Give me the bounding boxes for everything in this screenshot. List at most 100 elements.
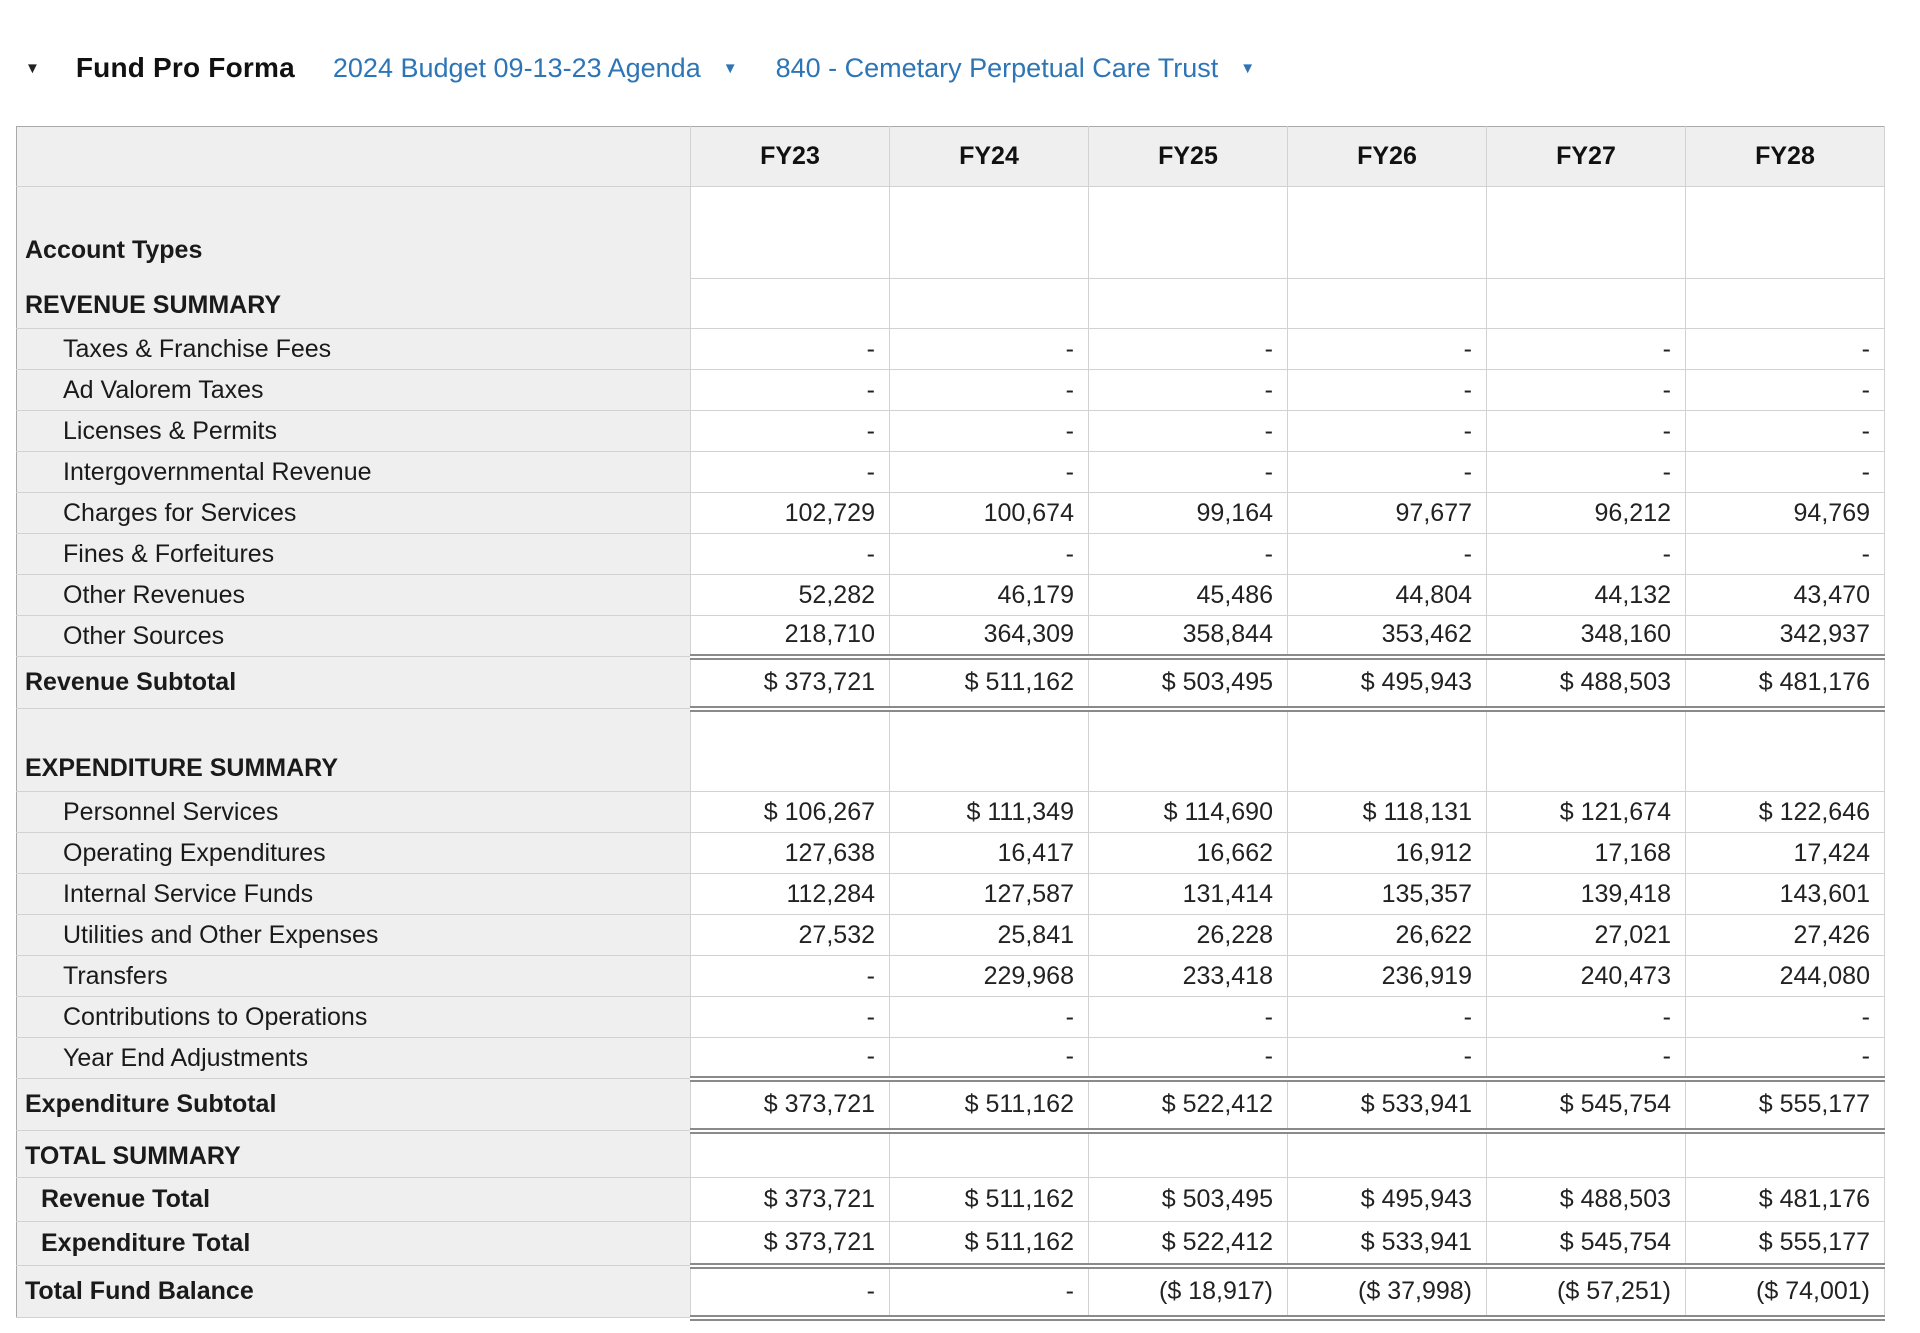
table-row: Expenditure Subtotal $ 373,721 $ 511,162 $ … — [16, 1075, 1885, 1134]
value-cell: $ 503,495 — [1088, 1177, 1288, 1222]
table-row: Licenses & Permits - - - - - - — [16, 410, 1885, 452]
value-cell: $ 511,162 — [889, 1221, 1089, 1266]
collapse-caret-icon[interactable]: ▼ — [25, 59, 40, 77]
value-cell: - — [1486, 410, 1686, 452]
value-cell: - — [1287, 996, 1487, 1038]
row-label: Fines & Forfeitures — [16, 533, 691, 575]
row-label: Expenditure Subtotal — [16, 1078, 691, 1131]
value-cell: 25,841 — [889, 914, 1089, 956]
row-label: Revenue Subtotal — [16, 656, 691, 709]
chevron-down-icon[interactable]: ▼ — [1240, 59, 1256, 77]
value-cell — [1088, 186, 1288, 279]
table-row: Taxes & Franchise Fees - - - - - - — [16, 328, 1885, 370]
value-cell: $ 511,162 — [889, 1075, 1089, 1134]
value-cell: - — [1287, 328, 1487, 370]
table-row: Internal Service Funds 112,284 127,587 131,… — [16, 873, 1885, 915]
value-cell: - — [889, 1262, 1089, 1321]
value-cell: - — [889, 369, 1089, 411]
value-cell: 97,677 — [1287, 492, 1487, 534]
value-cell — [690, 708, 890, 792]
value-cell: - — [1088, 1037, 1288, 1079]
value-cell — [1088, 1130, 1288, 1178]
table-row: Expenditure Total $ 373,721 $ 511,162 $ 522… — [16, 1221, 1885, 1266]
table-row: Transfers -229,968 233,418 236,919 240,473 24… — [16, 955, 1885, 997]
value-cell: - — [1486, 996, 1686, 1038]
value-cell — [889, 278, 1089, 329]
value-cell: - — [889, 410, 1089, 452]
table-row: Utilities and Other Expenses 27,532 25,841… — [16, 914, 1885, 956]
value-cell: - — [1685, 1037, 1885, 1079]
value-cell: $ 511,162 — [889, 653, 1089, 712]
value-cell: $ 511,162 — [889, 1177, 1089, 1222]
value-cell — [1287, 186, 1487, 279]
value-cell: - — [889, 451, 1089, 493]
year-column-header: FY28 — [1685, 126, 1885, 187]
value-cell: - — [1088, 996, 1288, 1038]
value-cell: $ 533,941 — [1287, 1075, 1487, 1134]
value-cell: - — [690, 1262, 890, 1321]
value-cell: - — [690, 410, 890, 452]
value-cell — [889, 708, 1089, 792]
value-cell: ($ 57,251) — [1486, 1262, 1686, 1321]
value-cell: 46,179 — [889, 574, 1089, 616]
value-cell: 16,662 — [1088, 832, 1288, 874]
row-label: Taxes & Franchise Fees — [16, 328, 691, 370]
value-cell: - — [1486, 328, 1686, 370]
value-cell: $ 545,754 — [1486, 1221, 1686, 1266]
table-row: Charges for Services 102,729 100,674 99,164… — [16, 492, 1885, 534]
value-cell — [690, 186, 890, 279]
value-cell: $ 481,176 — [1685, 1177, 1885, 1222]
value-cell: 17,424 — [1685, 832, 1885, 874]
value-cell — [690, 1130, 890, 1178]
row-label: Operating Expenditures — [16, 832, 691, 874]
value-cell: 358,844 — [1088, 615, 1288, 657]
value-cell: 244,080 — [1685, 955, 1885, 997]
value-cell: - — [1287, 1037, 1487, 1079]
value-cell — [1486, 708, 1686, 792]
row-label: Account Types — [16, 186, 691, 279]
fund-dropdown-label[interactable]: 840 - Cemetary Perpetual Care Trust — [775, 52, 1219, 83]
value-cell — [1486, 278, 1686, 329]
table-row: EXPENDITURE SUMMARY — [16, 708, 1885, 792]
chevron-down-icon[interactable]: ▼ — [722, 59, 738, 77]
value-cell: 240,473 — [1486, 955, 1686, 997]
value-cell: - — [690, 533, 890, 575]
value-cell: $ 481,176 — [1685, 653, 1885, 712]
fund-proforma-table: FY23 FY24 FY25 FY26 FY27 FY28 Account Types RE… — [16, 126, 1885, 1321]
value-cell: 26,228 — [1088, 914, 1288, 956]
value-cell: - — [1287, 451, 1487, 493]
value-cell: $ 118,131 — [1287, 791, 1487, 833]
value-cell: - — [889, 996, 1089, 1038]
row-label: REVENUE SUMMARY — [16, 278, 691, 329]
value-cell: 45,486 — [1088, 574, 1288, 616]
row-label: Utilities and Other Expenses — [16, 914, 691, 956]
table-row: Other Sources 218,710 364,309 358,844 353,46… — [16, 615, 1885, 657]
value-cell: $ 373,721 — [690, 653, 890, 712]
table-row: REVENUE SUMMARY — [16, 278, 1885, 329]
value-cell: - — [1486, 533, 1686, 575]
table-row: Revenue Subtotal $ 373,721 $ 511,162 $ 503,… — [16, 653, 1885, 712]
value-cell: - — [1685, 996, 1885, 1038]
year-column-header: FY24 — [889, 126, 1089, 187]
value-cell: - — [1088, 410, 1288, 452]
value-cell: $ 495,943 — [1287, 653, 1487, 712]
value-cell: 102,729 — [690, 492, 890, 534]
value-cell: $ 373,721 — [690, 1075, 890, 1134]
row-label: Total Fund Balance — [16, 1265, 691, 1318]
budget-dropdown[interactable]: 2024 Budget 09-13-23 Agenda ▼ — [333, 53, 738, 84]
value-cell: $ 122,646 — [1685, 791, 1885, 833]
row-label: Contributions to Operations — [16, 996, 691, 1038]
value-cell: 342,937 — [1685, 615, 1885, 657]
table-row: Contributions to Operations - - - - - - — [16, 996, 1885, 1038]
fund-dropdown[interactable]: 840 - Cemetary Perpetual Care Trust ▼ — [776, 53, 1256, 84]
budget-dropdown-label[interactable]: 2024 Budget 09-13-23 Agenda — [332, 52, 701, 83]
value-cell — [690, 278, 890, 329]
value-cell: $ 545,754 — [1486, 1075, 1686, 1134]
table-row: Account Types — [16, 186, 1885, 279]
value-cell — [1685, 278, 1885, 329]
value-cell: - — [1685, 533, 1885, 575]
page-title: Fund Pro Forma — [75, 52, 295, 83]
value-cell — [889, 1130, 1089, 1178]
value-cell: 127,638 — [690, 832, 890, 874]
value-cell: - — [1685, 328, 1885, 370]
